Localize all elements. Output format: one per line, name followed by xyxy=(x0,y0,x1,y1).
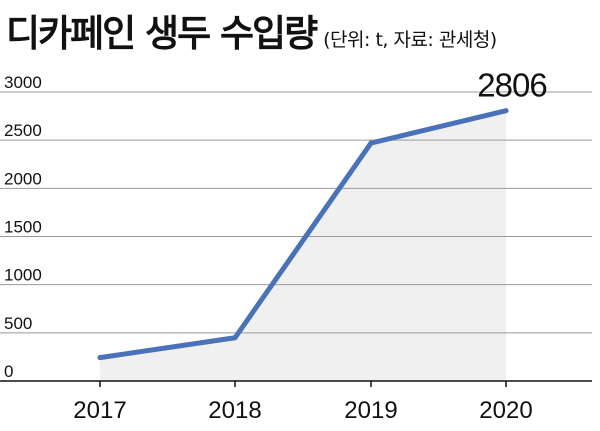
data-point-2018 xyxy=(232,335,238,341)
series-line xyxy=(97,108,509,361)
data-point-2020 xyxy=(503,108,509,114)
data-point-2017 xyxy=(97,355,103,361)
area-fill xyxy=(100,110,506,382)
y-tick-label: 3000 xyxy=(4,73,42,92)
chart-subtitle: (단위: t, 자료: 관세청) xyxy=(323,29,497,51)
x-tick-label: 2019 xyxy=(344,397,397,424)
y-tick-label: 2000 xyxy=(4,169,42,188)
x-tick-label: 2020 xyxy=(479,397,532,424)
title-row: 디카페인 생두 수입량 (단위: t, 자료: 관세청) xyxy=(6,4,497,64)
data-point-2019 xyxy=(368,140,374,146)
y-tick-label: 0 xyxy=(4,362,13,381)
data-label-2020: 2806 xyxy=(477,67,546,104)
y-tick-label: 1000 xyxy=(4,266,42,285)
x-tick-label: 2018 xyxy=(208,397,261,424)
chart-title: 디카페인 생두 수입량 xyxy=(6,12,318,55)
x-tick-label: 2017 xyxy=(73,397,126,424)
y-tick-label: 500 xyxy=(4,314,32,333)
y-tick-label: 2500 xyxy=(4,121,42,140)
y-tick-label: 1500 xyxy=(4,218,42,237)
